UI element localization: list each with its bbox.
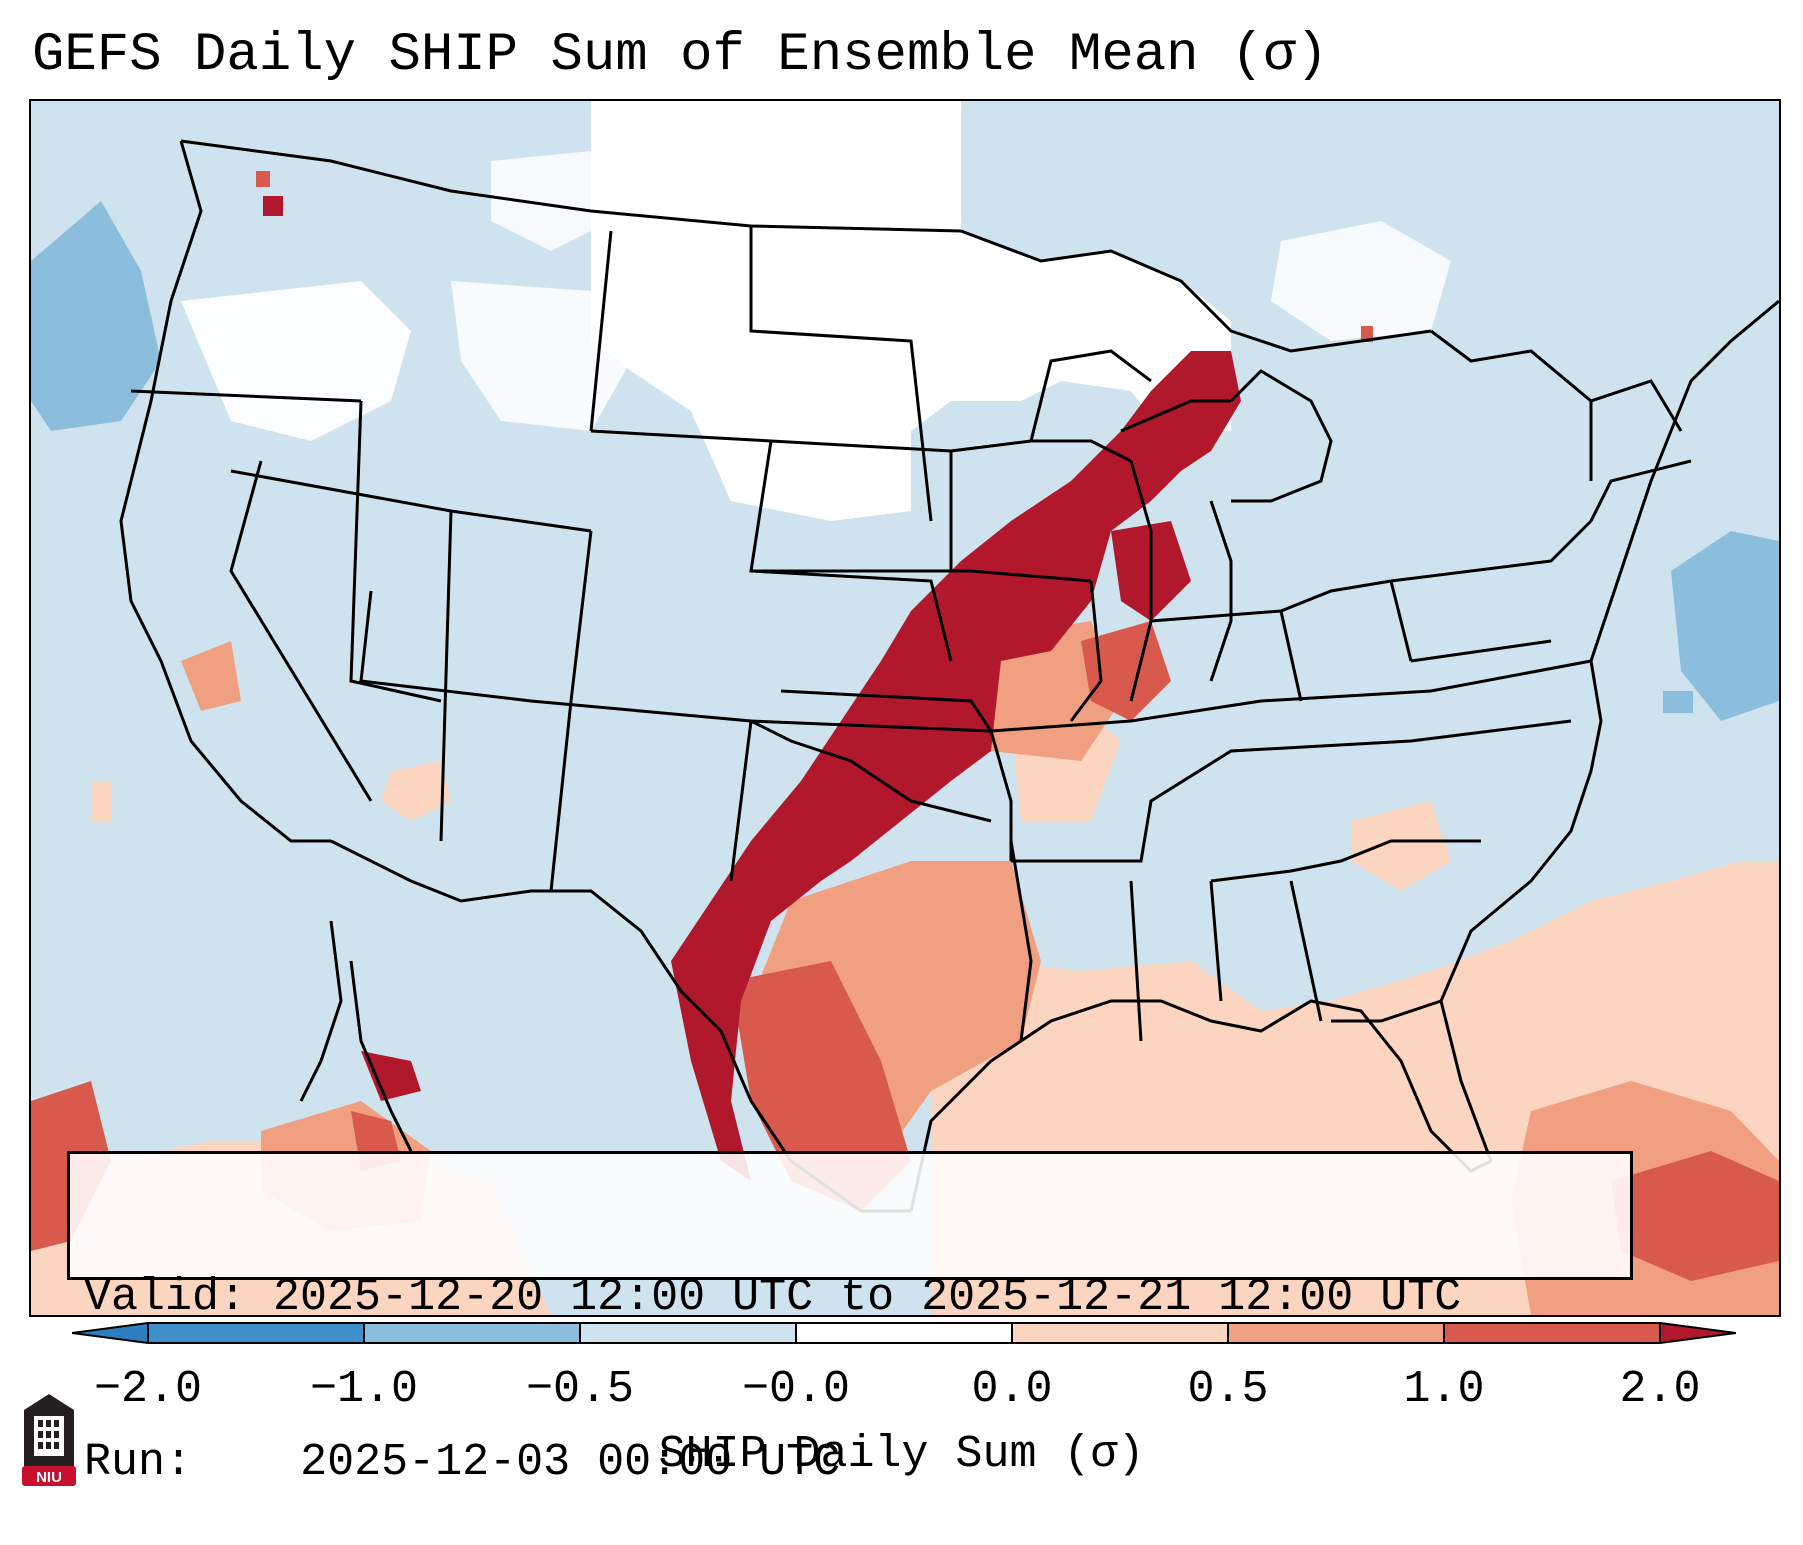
- colorbar-bin-2: [364, 1323, 580, 1343]
- niu-logo-band: [22, 1466, 76, 1486]
- near-zero-region: [181, 101, 1451, 521]
- colorbar-tick-label: −0.0: [741, 1364, 851, 1415]
- colorbar-tick-label: −1.0: [309, 1364, 419, 1415]
- valid-run-info-box: Valid: 2025-12-20 12:00 UTC to 2025-12-2…: [67, 1151, 1633, 1488]
- colorbar-tick-label: 2.0: [1619, 1364, 1701, 1415]
- valid-label: Valid:: [84, 1272, 247, 1323]
- colorbar-bin-4: [796, 1323, 1012, 1343]
- negative-anomaly-region: [31, 201, 1779, 721]
- valid-line: Valid: 2025-12-20 12:00 UTC to 2025-12-2…: [84, 1270, 1630, 1325]
- colorbar-bin-8: [1660, 1323, 1736, 1343]
- colorbar-bin-1: [148, 1323, 364, 1343]
- colorbar-bin-5: [1012, 1323, 1228, 1343]
- map-panel: [29, 99, 1781, 1317]
- map-canvas: [31, 101, 1779, 1315]
- colorbar-bin-7: [1444, 1323, 1660, 1343]
- colorbar-tick-label: 0.0: [971, 1364, 1053, 1415]
- valid-value: 2025-12-20 12:00 UTC to 2025-12-21 12:00…: [273, 1272, 1462, 1323]
- niu-logo-icon: NIU: [22, 1394, 76, 1486]
- colorbar-tick-label: −0.5: [525, 1364, 635, 1415]
- niu-logo-text: NIU: [36, 1469, 62, 1486]
- run-value: 2025-12-03 00:00 UTC: [300, 1437, 841, 1488]
- colorbar-bin-6: [1228, 1323, 1444, 1343]
- colorbar-tick-label: 1.0: [1403, 1364, 1485, 1415]
- colorbar-bin-3: [580, 1323, 796, 1343]
- run-line: Run: 2025-12-03 00:00 UTC: [84, 1435, 1630, 1490]
- colorbar-bin-0: [72, 1323, 148, 1343]
- map-title: GEFS Daily SHIP Sum of Ensemble Mean (σ): [32, 25, 1329, 86]
- state-boundaries: [119, 139, 1779, 1213]
- positive-anomaly-high: [31, 171, 1779, 1281]
- colorbar-tick-label: 0.5: [1187, 1364, 1269, 1415]
- colorbar: [72, 1322, 1736, 1344]
- colorbar-ticks: [147, 1323, 1661, 1343]
- run-label: Run:: [84, 1437, 193, 1488]
- colorbar-label: SHIP Daily Sum (σ): [658, 1429, 1145, 1480]
- colorbar-tick-label: −2.0: [93, 1364, 203, 1415]
- positive-anomaly-very-high: [263, 196, 1241, 1181]
